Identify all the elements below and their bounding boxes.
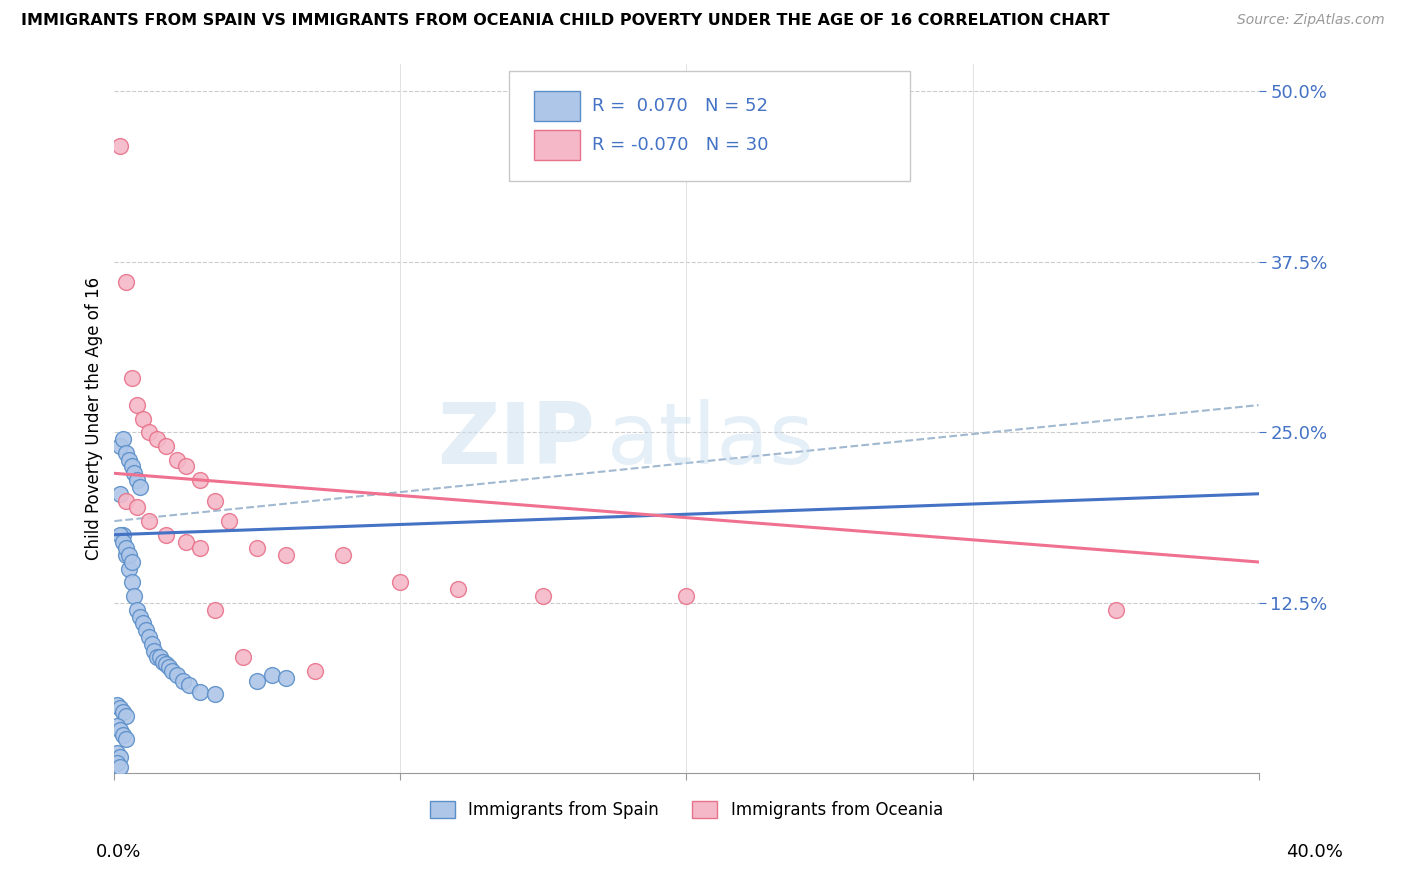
Y-axis label: Child Poverty Under the Age of 16: Child Poverty Under the Age of 16 [86, 277, 103, 560]
Point [121, 459, 143, 474]
Point [115, 732, 138, 747]
Point [152, 655, 174, 669]
Point [146, 650, 169, 665]
Point [160, 664, 183, 678]
Point [115, 548, 138, 562]
Point [108, 701, 131, 715]
Point [274, 548, 297, 562]
Point [149, 650, 172, 665]
Point [155, 657, 177, 672]
Point [246, 673, 269, 688]
Point [132, 411, 155, 425]
Point [129, 609, 152, 624]
Text: 0.0%: 0.0% [96, 843, 141, 861]
Point [138, 630, 160, 644]
Point [675, 589, 697, 603]
Point [246, 541, 269, 556]
Point [155, 439, 177, 453]
Point [132, 616, 155, 631]
Point [115, 709, 138, 723]
Point [108, 759, 131, 773]
Point [121, 575, 143, 590]
Point [204, 603, 226, 617]
Point [274, 671, 297, 685]
Point [157, 660, 180, 674]
Point [143, 643, 166, 657]
Point [127, 500, 149, 515]
Point [108, 750, 131, 764]
Point [188, 684, 211, 698]
Point [204, 493, 226, 508]
Point [111, 432, 134, 446]
Point [138, 514, 160, 528]
FancyBboxPatch shape [534, 91, 581, 120]
Point [115, 276, 138, 290]
Point [260, 668, 283, 682]
Point [121, 555, 143, 569]
Point [446, 582, 468, 597]
Point [111, 705, 134, 719]
Point [389, 575, 412, 590]
Legend: Immigrants from Spain, Immigrants from Oceania: Immigrants from Spain, Immigrants from O… [423, 794, 949, 825]
Point [232, 650, 254, 665]
Point [332, 548, 354, 562]
Point [141, 637, 163, 651]
Point [111, 534, 134, 549]
Point [533, 589, 555, 603]
Point [172, 673, 194, 688]
Point [166, 452, 188, 467]
Point [105, 756, 128, 770]
Point [105, 719, 128, 733]
Text: Source: ZipAtlas.com: Source: ZipAtlas.com [1237, 13, 1385, 28]
Point [118, 452, 141, 467]
Point [105, 746, 128, 760]
Point [218, 514, 240, 528]
Point [108, 527, 131, 541]
Point [138, 425, 160, 440]
Point [108, 139, 131, 153]
Point [304, 664, 326, 678]
Point [108, 723, 131, 737]
Point [177, 678, 200, 692]
Point [118, 562, 141, 576]
Point [121, 371, 143, 385]
Point [127, 398, 149, 412]
Point [105, 698, 128, 713]
Point [115, 541, 138, 556]
Point [115, 493, 138, 508]
Text: ZIP: ZIP [437, 399, 595, 482]
Point [174, 459, 197, 474]
Point [124, 467, 146, 481]
Point [108, 439, 131, 453]
Point [1104, 603, 1126, 617]
Point [127, 473, 149, 487]
Text: R = -0.070   N = 30: R = -0.070 N = 30 [592, 136, 768, 154]
Point [135, 623, 157, 637]
Point [115, 446, 138, 460]
Point [188, 541, 211, 556]
Point [108, 487, 131, 501]
Point [204, 687, 226, 701]
FancyBboxPatch shape [534, 130, 581, 160]
Text: atlas: atlas [606, 399, 814, 482]
Text: IMMIGRANTS FROM SPAIN VS IMMIGRANTS FROM OCEANIA CHILD POVERTY UNDER THE AGE OF : IMMIGRANTS FROM SPAIN VS IMMIGRANTS FROM… [21, 13, 1109, 29]
Point [127, 603, 149, 617]
Point [111, 527, 134, 541]
Text: R =  0.070   N = 52: R = 0.070 N = 52 [592, 97, 768, 115]
Point [111, 728, 134, 742]
Point [129, 480, 152, 494]
Text: 40.0%: 40.0% [1286, 843, 1343, 861]
Point [155, 527, 177, 541]
Point [146, 432, 169, 446]
Point [118, 548, 141, 562]
Point [174, 534, 197, 549]
Point [188, 473, 211, 487]
Point [166, 668, 188, 682]
Point [124, 589, 146, 603]
FancyBboxPatch shape [509, 71, 910, 181]
